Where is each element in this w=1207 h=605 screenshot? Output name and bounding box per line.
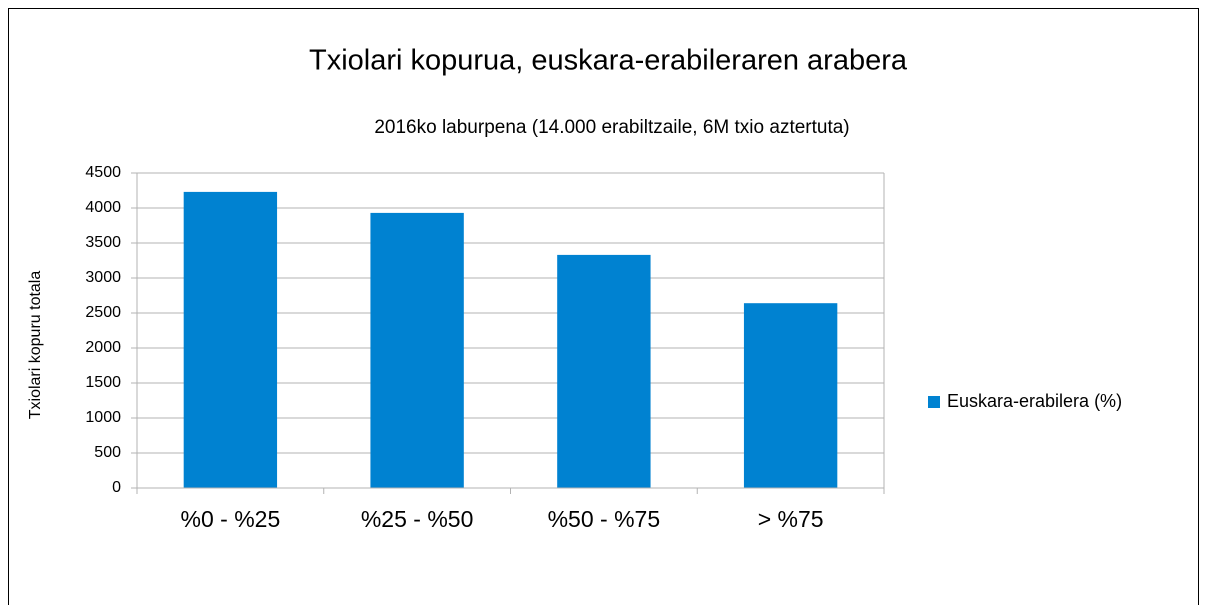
x-tick-label: %50 - %75: [548, 506, 661, 532]
y-tick-label: 4500: [85, 164, 121, 181]
y-tick-label: 500: [94, 444, 121, 461]
y-tick-label: 1000: [85, 409, 121, 426]
x-tick-label: %0 - %25: [181, 506, 281, 532]
y-axis-label: Txiolari kopuru totala: [27, 271, 44, 420]
bar: [183, 191, 278, 488]
legend-label: Euskara-erabilera (%): [947, 391, 1122, 411]
y-tick-label: 2500: [85, 304, 121, 321]
y-tick-label: 0: [112, 479, 121, 496]
chart-subtitle: 2016ko laburpena (14.000 erabiltzaile, 6…: [374, 117, 849, 138]
chart-title: Txiolari kopurua, euskara-erabileraren a…: [309, 45, 908, 77]
y-tick-label: 1500: [85, 374, 121, 391]
x-tick-label: > %75: [758, 506, 824, 532]
bar: [557, 254, 651, 488]
legend-swatch: [928, 396, 940, 408]
x-tick-label: %25 - %50: [361, 506, 474, 532]
y-tick-label: 3500: [85, 234, 121, 251]
y-tick-label: 2000: [85, 339, 121, 356]
y-tick-label: 3000: [85, 269, 121, 286]
y-tick-label: 4000: [85, 199, 121, 216]
bar: [370, 212, 464, 488]
bar: [743, 303, 838, 488]
